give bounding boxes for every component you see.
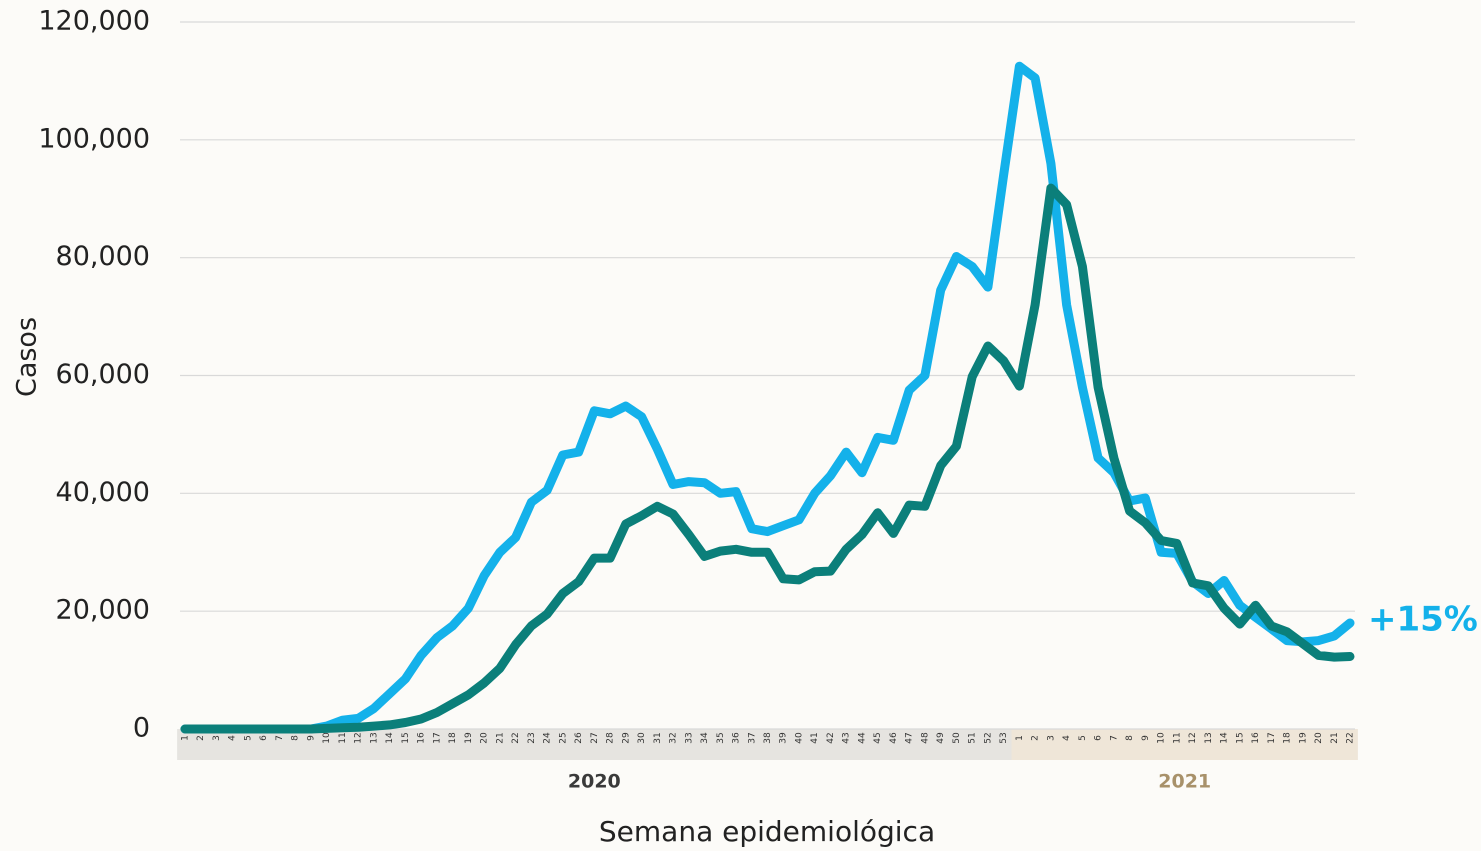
x-tick-label: 22: [1346, 732, 1356, 743]
x-tick-label: 53: [999, 732, 1009, 743]
x-tick-label: 2: [1031, 735, 1041, 741]
x-tick-label: 19: [1298, 732, 1308, 744]
x-tick-label: 17: [432, 732, 442, 743]
x-tick-label: 46: [889, 732, 899, 744]
x-tick-label: 9: [306, 735, 316, 741]
x-tick-label: 24: [543, 732, 553, 744]
x-axis-title: Semana epidemiológica: [599, 815, 935, 848]
x-tick-label: 12: [354, 732, 364, 743]
x-tick-label: 11: [338, 732, 348, 743]
x-tick-label: 13: [1204, 732, 1214, 743]
x-tick-label: 17: [1267, 732, 1277, 743]
x-tick-label: 11: [1172, 732, 1182, 743]
x-tick-label: 33: [684, 732, 694, 743]
y-tick-label: 40,000: [56, 477, 150, 508]
x-tick-label: 18: [448, 732, 458, 744]
x-tick-label: 45: [873, 732, 883, 743]
x-tick-label: 41: [810, 732, 820, 743]
x-tick-label: 4: [1062, 735, 1072, 741]
x-tick-label: 14: [385, 732, 395, 744]
x-tick-label: 19: [464, 732, 474, 744]
x-tick-label: 34: [700, 732, 710, 744]
x-tick-label: 10: [1157, 732, 1167, 744]
x-tick-label: 42: [826, 732, 836, 743]
x-tick-label: 6: [1094, 735, 1104, 741]
x-tick-label: 4: [228, 735, 238, 741]
x-tick-label: 29: [621, 732, 631, 744]
y-tick-label: 60,000: [56, 359, 150, 390]
x-tick-label: 12: [1188, 732, 1198, 743]
x-tick-label: 25: [558, 732, 568, 743]
x-tick-label: 32: [669, 732, 679, 743]
group-band: [1011, 729, 1358, 760]
group-band: [177, 729, 1012, 760]
x-tick-label: 8: [1125, 735, 1135, 741]
x-tick-label: 40: [794, 732, 804, 744]
x-tick-label: 38: [763, 732, 773, 744]
x-tick-label: 28: [606, 732, 616, 744]
x-tick-label: 8: [291, 735, 301, 741]
x-tick-label: 7: [1109, 735, 1119, 741]
x-tick-label: 20: [1314, 732, 1324, 744]
x-tick-label: 16: [417, 732, 427, 744]
x-tick-label: 13: [369, 732, 379, 743]
x-tick-label: 3: [1046, 735, 1056, 741]
x-tick-label: 16: [1251, 732, 1261, 744]
x-tick-label: 23: [527, 732, 537, 743]
x-tick-label: 7: [275, 735, 285, 741]
x-tick-label: 27: [590, 732, 600, 743]
x-tick-label: 36: [732, 732, 742, 744]
y-axis-title: Casos: [12, 317, 43, 397]
x-tick-label: 49: [936, 732, 946, 744]
x-tick-label: 15: [401, 732, 411, 743]
x-tick-label: 30: [637, 732, 647, 744]
x-tick-label: 18: [1283, 732, 1293, 744]
x-tick-label: 39: [779, 732, 789, 744]
x-tick-label: 31: [653, 732, 663, 743]
x-tick-label: 1: [1015, 735, 1025, 741]
x-tick-label: 20: [480, 732, 490, 744]
x-tick-label: 5: [243, 735, 253, 741]
x-tick-label: 26: [574, 732, 584, 744]
x-tick-label: 44: [857, 732, 867, 744]
x-tick-label: 47: [905, 732, 915, 743]
x-tick-label: 1: [181, 735, 191, 741]
annotation: +15%: [1368, 599, 1478, 639]
x-tick-label: 21: [495, 732, 505, 743]
y-tick-label: 20,000: [56, 595, 150, 626]
y-tick-label: 120,000: [38, 6, 150, 37]
line: [180, 61, 1355, 734]
y-tick-label: 80,000: [56, 241, 150, 272]
x-tick-label: 10: [322, 732, 332, 744]
x-tick-label: 9: [1141, 735, 1151, 741]
line: [180, 183, 1355, 734]
x-tick-label: 21: [1330, 732, 1340, 743]
group-label: 2020: [568, 771, 621, 793]
x-tick-label: 22: [511, 732, 521, 743]
group-label: 2021: [1158, 771, 1211, 793]
x-tick-label: 43: [842, 732, 852, 743]
x-tick-label: 37: [747, 732, 757, 743]
x-tick-label: 52: [983, 732, 993, 743]
x-tick-label: 51: [968, 732, 978, 743]
x-tick-label: 3: [212, 735, 222, 741]
x-tick-label: 5: [1078, 735, 1088, 741]
x-tick-label: 14: [1220, 732, 1230, 744]
x-tick-label: 50: [952, 732, 962, 744]
x-tick-label: 15: [1235, 732, 1245, 743]
x-tick-label: 35: [716, 732, 726, 743]
x-tick-label: 6: [259, 735, 269, 741]
x-tick-label: 2: [196, 735, 206, 741]
x-tick-label: 48: [920, 732, 930, 744]
y-tick-label: 100,000: [38, 123, 150, 154]
y-tick-label: 0: [133, 713, 150, 744]
